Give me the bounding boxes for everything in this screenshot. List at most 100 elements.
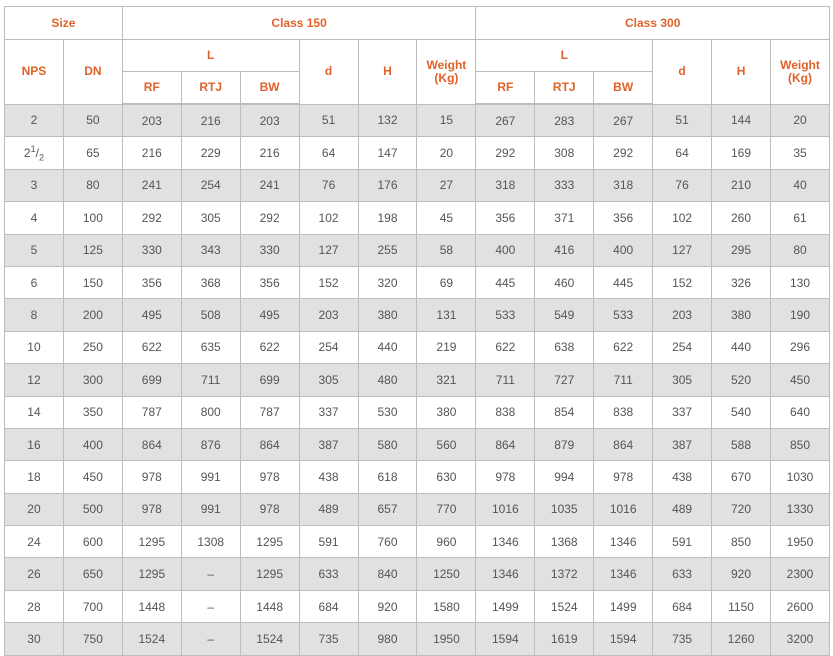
cell-h-300: 520 <box>711 363 771 397</box>
cell-bw-150: 1524 <box>239 622 300 656</box>
weight-header-150: Weight (Kg) <box>416 39 477 105</box>
cell-d-300: 633 <box>652 557 713 591</box>
cell-h-150: 440 <box>357 330 418 365</box>
cell-bw-150: 699 <box>239 363 300 397</box>
l-header-150: L <box>121 39 300 72</box>
cell-h-300: 850 <box>711 525 771 559</box>
cell-rf-300: 292 <box>475 136 536 170</box>
cell-rtj-150: 254 <box>180 168 241 203</box>
cell-rtj-150: 229 <box>180 136 241 170</box>
cell-bw-300: 267 <box>593 103 654 138</box>
cell-weight-150: 560 <box>416 427 477 462</box>
cell-nps: 14 <box>4 395 64 429</box>
cell-rf-300: 533 <box>475 298 536 332</box>
cell-rf-150: 330 <box>121 233 182 267</box>
cell-weight-300: 640 <box>769 395 831 429</box>
cell-bw-150: 356 <box>239 265 300 300</box>
cell-dn: 400 <box>62 427 123 462</box>
cell-nps: 4 <box>4 201 64 235</box>
cell-d-300: 76 <box>652 168 713 203</box>
cell-bw-150: 978 <box>239 492 300 527</box>
cell-dn: 750 <box>62 622 123 656</box>
cell-bw-300: 978 <box>593 460 654 494</box>
cell-nps: 21/2 <box>4 136 64 170</box>
cell-weight-300: 296 <box>769 330 831 365</box>
cell-rf-300: 711 <box>475 363 536 397</box>
cell-weight-150: 27 <box>416 168 477 203</box>
cell-h-300: 380 <box>711 298 771 332</box>
cell-nps: 18 <box>4 460 64 494</box>
table-row: 6 150 356 368 356 152 320 69 445 460 445 152 326 130 <box>4 265 831 300</box>
table-row: 21/2 65 216 229 216 64 147 20 292 308 292 64 169 35 <box>4 136 831 170</box>
table-row: 30 750 1524–1524 735 980 1950 1594 1619 1594 735 1… <box>4 622 831 656</box>
cell-bw-300: 533 <box>593 298 654 332</box>
cell-weight-150: 1580 <box>416 589 477 624</box>
cell-rtj-150: 991 <box>180 492 241 527</box>
bw-header-300: BW <box>593 71 654 105</box>
cell-rtj-150: 876 <box>180 427 241 462</box>
cell-rtj-150: – <box>180 589 241 624</box>
cell-h-300: 260 <box>711 201 771 235</box>
cell-weight-300: 2300 <box>769 557 831 591</box>
cell-h-150: 176 <box>357 168 418 203</box>
cell-nps: 16 <box>4 427 64 462</box>
cell-rf-150: 864 <box>121 427 182 462</box>
cell-bw-300: 1346 <box>593 557 654 591</box>
cell-weight-150: 630 <box>416 460 477 494</box>
cell-rtj-150: 508 <box>180 298 241 332</box>
cell-d-150: 337 <box>298 395 359 429</box>
cell-rf-300: 1346 <box>475 525 536 559</box>
cell-weight-300: 2600 <box>769 589 831 624</box>
cell-rf-150: 1295 <box>121 525 182 559</box>
table-body: 2 50 203 216 203 51 132 15 267 283 267 51 144 20 21/2 6… <box>4 103 831 656</box>
cell-rtj-300: 638 <box>534 330 595 365</box>
cell-dn: 600 <box>62 525 123 559</box>
table-row: 26 650 1295–1295 633 840 1250 1346 1372 1346 633 9… <box>4 557 831 591</box>
cell-dn: 350 <box>62 395 123 429</box>
cell-weight-150: 58 <box>416 233 477 267</box>
cell-rtj-300: 460 <box>534 265 595 300</box>
cell-dn: 150 <box>62 265 123 300</box>
cell-rf-150: 1295 <box>121 557 182 591</box>
cell-nps: 28 <box>4 589 64 624</box>
cell-d-300: 64 <box>652 136 713 170</box>
cell-rtj-300: 283 <box>534 103 595 138</box>
cell-h-150: 255 <box>357 233 418 267</box>
cell-rf-300: 356 <box>475 201 536 235</box>
cell-weight-300: 40 <box>769 168 831 203</box>
cell-rf-150: 787 <box>121 395 182 429</box>
cell-bw-300: 356 <box>593 201 654 235</box>
cell-rf-150: 495 <box>121 298 182 332</box>
cell-weight-150: 15 <box>416 103 477 138</box>
cell-rf-300: 318 <box>475 168 536 203</box>
cell-dn: 80 <box>62 168 123 203</box>
cell-h-150: 980 <box>357 622 418 656</box>
cell-nps: 10 <box>4 330 64 365</box>
cell-bw-150: 203 <box>239 103 300 138</box>
cell-weight-150: 20 <box>416 136 477 170</box>
cell-h-150: 380 <box>357 298 418 332</box>
cell-nps: 26 <box>4 557 64 591</box>
cell-rtj-150: 343 <box>180 233 241 267</box>
cell-d-300: 127 <box>652 233 713 267</box>
cell-bw-150: 330 <box>239 233 300 267</box>
cell-d-150: 254 <box>298 330 359 365</box>
cell-rf-300: 978 <box>475 460 536 494</box>
d-header-150: d <box>298 39 359 105</box>
table-row: 28 700 1448–1448 684 920 1580 1499 1524 1499 684 1… <box>4 589 831 624</box>
rtj-header-300: RTJ <box>534 71 595 105</box>
cell-bw-300: 622 <box>593 330 654 365</box>
cell-bw-300: 864 <box>593 427 654 462</box>
cell-nps: 20 <box>4 492 64 527</box>
cell-rf-150: 1524 <box>121 622 182 656</box>
h-header-150: H <box>357 39 418 105</box>
cell-bw-300: 1346 <box>593 525 654 559</box>
table-row: 24 600 1295 1308 1295 591 760 960 1346 1368 1346 59… <box>4 525 831 559</box>
cell-h-300: 670 <box>711 460 771 494</box>
cell-bw-150: 1448 <box>239 589 300 624</box>
table-row: 20 500 978 991 978 489 657 770 1016 1035 1016 489 72… <box>4 492 831 527</box>
cell-weight-150: 321 <box>416 363 477 397</box>
cell-rf-150: 622 <box>121 330 182 365</box>
cell-weight-300: 20 <box>769 103 831 138</box>
cell-bw-150: 495 <box>239 298 300 332</box>
